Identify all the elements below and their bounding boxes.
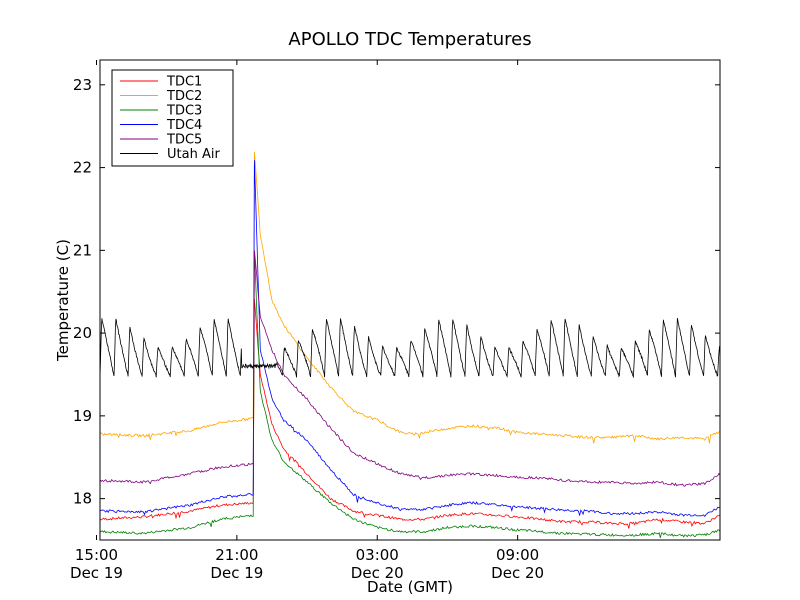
x-axis-label: Date (GMT) <box>367 578 453 596</box>
x-tick-time: 03:00 <box>356 546 399 564</box>
y-tick-label: 22 <box>73 159 92 177</box>
y-axis-label: Temperature (C) <box>54 239 72 362</box>
series-line-tdc2 <box>100 151 720 444</box>
y-tick-label: 21 <box>73 241 92 259</box>
legend-box <box>111 69 234 167</box>
x-tick-date: Dec 19 <box>70 564 123 582</box>
series-line-utah-air <box>100 318 720 379</box>
y-tick-label: 19 <box>73 407 92 425</box>
plot-frame <box>99 59 721 541</box>
series-line-tdc4 <box>100 160 720 518</box>
legend-label: TDC2 <box>166 89 202 104</box>
x-tick-date: Dec 20 <box>351 564 404 582</box>
x-tick-date: Dec 20 <box>491 564 544 582</box>
x-tick-time: 09:00 <box>496 546 539 564</box>
legend-label: TDC1 <box>166 75 202 90</box>
series-line-tdc3 <box>100 251 720 538</box>
chart-title: APOLLO TDC Temperatures <box>288 29 531 50</box>
series-line-tdc1 <box>100 298 720 529</box>
legend-label: Utah Air <box>167 147 220 162</box>
x-tick-time: 21:00 <box>215 546 258 564</box>
x-tick-date: Dec 19 <box>210 564 263 582</box>
x-tick-time: 15:00 <box>75 546 118 564</box>
legend-label: TDC4 <box>166 118 202 133</box>
legend-label: TDC3 <box>166 104 202 119</box>
series-line-tdc5 <box>100 250 720 487</box>
y-tick-label: 18 <box>73 490 92 508</box>
y-tick-label: 23 <box>73 76 92 94</box>
y-tick-label: 20 <box>73 324 92 342</box>
series-layer <box>100 151 720 538</box>
legend-label: TDC5 <box>166 133 202 148</box>
